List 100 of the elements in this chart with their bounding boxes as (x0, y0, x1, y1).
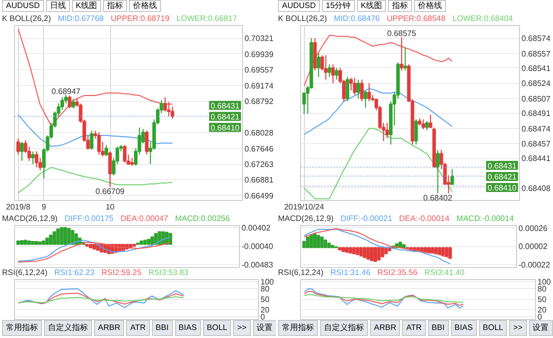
y-tick-label: 0.68792 (244, 97, 274, 106)
text: RSI1:31.46 (330, 268, 370, 277)
text: 常用指标 (278, 320, 318, 336)
text: UPPER:0.68548 (386, 14, 446, 23)
y-tick-label: 50 (538, 295, 547, 304)
text: BIAS (174, 320, 201, 336)
text: LOWER:0.66817 (176, 14, 237, 23)
text: BOLL (202, 320, 232, 336)
text: 常用指标 (2, 320, 42, 336)
text: 自定义指标 (320, 320, 368, 336)
annotation: 0.68410 (210, 123, 240, 132)
series-label: MACD:0.00256 (175, 214, 230, 223)
y-tick-label: -0.00022 (518, 260, 551, 270)
text: 指标 (103, 0, 128, 12)
annotation: 0.68575 (387, 29, 417, 38)
legend-title: RSI(6,12,24) (2, 268, 48, 277)
legend-title: MACD(26,12,9) (2, 214, 58, 223)
y-tick-label: 0.70321 (244, 34, 274, 44)
text: DIFF:0.00175 (64, 214, 114, 223)
text: 日线 (46, 0, 70, 12)
y-tick-label: 0.68457 (522, 140, 551, 149)
y-tick-label: -0.00040 (242, 242, 274, 252)
text: BIAS (450, 320, 477, 336)
y-tick-label: 0.68491 (522, 109, 551, 118)
y-tick-label: 0.67263 (244, 160, 274, 170)
text: DEA:-0.00014 (399, 214, 450, 223)
y-tick-label: 20 (538, 306, 547, 315)
legend-title: K BOLL(26,2) (2, 14, 51, 23)
y-tick-label: 0.66499 (244, 191, 274, 200)
text: >> (233, 320, 251, 336)
y-tick-label: 0.69557 (244, 66, 274, 75)
text: ATR (402, 320, 426, 336)
series-label: DIFF:-0.00021 (340, 214, 392, 223)
series-label: RSI1:62.23 (54, 268, 94, 277)
text: 价格线 (129, 0, 162, 12)
x-tick-label: 10 (106, 202, 116, 212)
text: LOWER:0.68404 (452, 14, 513, 23)
x-tick-label: 2019/8 (6, 202, 31, 212)
y-tick-label: 0.00402 (242, 224, 271, 233)
y-tick-label: 0 (260, 312, 266, 322)
text: ARBR (94, 320, 124, 336)
y-tick-label: 0.68574 (522, 34, 551, 44)
x-tick-label: 9 (42, 202, 47, 212)
y-tick-label: 0 (538, 312, 542, 322)
y-tick-label: 80 (260, 284, 270, 294)
y-tick-label: 0.68408 (522, 184, 551, 193)
text: UPPER:0.68719 (110, 14, 170, 23)
ref-line-label: 0.68421 (488, 172, 518, 182)
annotation: 0.68402 (423, 193, 453, 202)
y-tick-label: 20 (260, 306, 270, 315)
y-tick-label: 50 (260, 295, 270, 304)
text: >> (509, 320, 527, 336)
text: 设置 (252, 320, 277, 336)
text: 设置 (528, 320, 553, 336)
y-tick-label: 0.68524 (522, 79, 551, 88)
text: MID:0.67768 (58, 14, 104, 23)
y-tick-label: 0.69939 (244, 50, 274, 59)
annotation: 0.66709 (96, 186, 126, 196)
text: K线图 (72, 0, 102, 12)
y-tick-label: 100 (260, 278, 274, 287)
ref-line-label: 0.68410 (488, 184, 518, 192)
ref-line-label: 0.68431 (488, 161, 518, 170)
y-tick-label: 0.68507 (522, 94, 551, 104)
x-tick-label: 2019/10/24 (284, 202, 325, 212)
y-tick-label: 80 (538, 284, 547, 294)
annotation: 0.68947 (51, 86, 81, 96)
y-tick-label: 0.68028 (244, 128, 274, 138)
text: K线图 (356, 0, 386, 12)
y-tick-label: 0.68441 (522, 154, 551, 164)
legend-title: MACD(26,12,9) (278, 214, 334, 223)
text: 指标 (388, 0, 412, 12)
y-tick-label: 0.00002 (518, 242, 548, 252)
legend-title: RSI(6,12,24) (278, 268, 324, 277)
text: 15分钟 (322, 0, 355, 12)
text: RSI2:59.25 (101, 268, 142, 277)
text: 价格线 (414, 0, 446, 12)
y-tick-label: 0.67646 (244, 144, 274, 154)
chart-title: AUDUSD (2, 0, 44, 12)
y-tick-label: 0.68557 (522, 49, 551, 58)
text: RSI3:41.40 (424, 268, 464, 277)
y-tick-label: 0.66881 (244, 176, 274, 185)
text: RSI2:35.56 (377, 268, 418, 277)
ref-line-label: 0.68421 (210, 112, 240, 122)
text: DEA:0.00047 (120, 214, 168, 223)
legend-title: K BOLL(26,2) (278, 14, 327, 23)
y-tick-label: 0.68474 (522, 124, 551, 134)
y-tick-label: 0.69174 (244, 81, 274, 90)
y-tick-label: 0.00026 (518, 224, 548, 233)
text: MACD:-0.00014 (456, 214, 514, 223)
text: 自定义指标 (44, 320, 92, 336)
y-tick-label: 100 (538, 278, 552, 287)
text: ATR (126, 320, 150, 336)
chart-title: AUDUSD (278, 0, 320, 12)
text: RSI3:53.83 (148, 268, 188, 277)
text: BBI (152, 320, 173, 336)
annotation: 0.68431 (210, 101, 240, 110)
text: BBI (428, 320, 449, 336)
y-tick-label: 0.68541 (522, 64, 551, 73)
text: MID:0.68476 (334, 14, 380, 23)
text: BOLL (478, 320, 508, 336)
